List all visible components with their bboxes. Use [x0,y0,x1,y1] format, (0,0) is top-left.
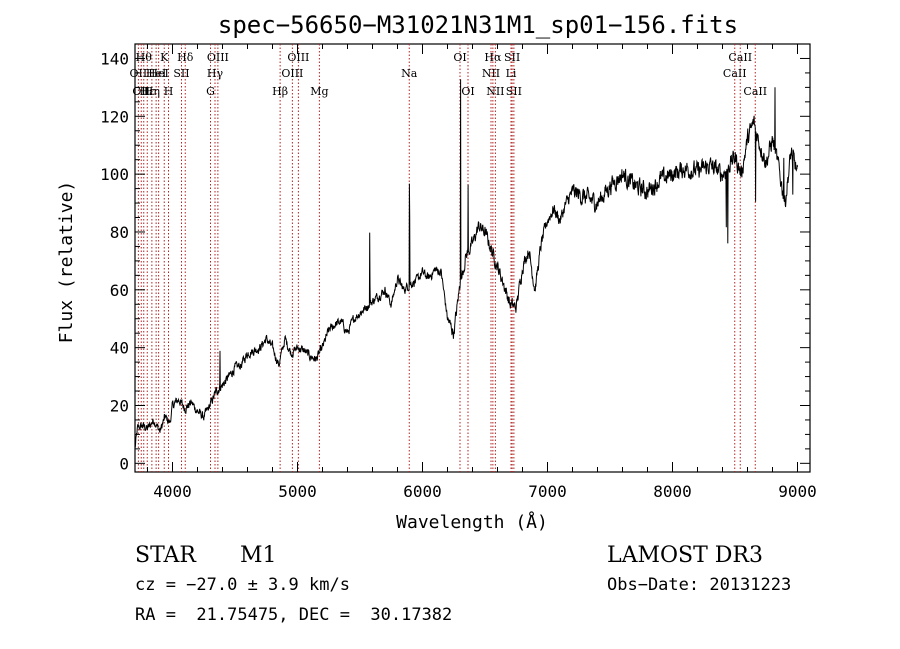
line-marker-label: G [206,85,215,98]
line-marker-label: OI [453,51,466,64]
line-marker-label: HeI [148,67,168,80]
line-marker-label: Na [401,67,418,80]
line-marker-label: Hθ [136,51,153,64]
line-marker-label: NII [486,85,504,98]
line-marker-label: NII [482,67,500,80]
y-tick-label: 40 [110,339,129,358]
y-tick-label: 80 [110,223,129,242]
line-marker-label: OII [130,67,148,80]
line-marker-label: Hγ [207,67,224,80]
line-marker-label: Hδ [177,51,194,64]
line-marker-label: Hε [140,85,156,98]
line-marker-label: SII [504,51,520,64]
line-marker-label: Hη [144,85,160,98]
survey-name: LAMOST DR3 [607,543,763,568]
line-marker-label: Hα [484,51,502,64]
line-marker-label: CaII [743,85,767,98]
object-subclass: M1 [240,543,277,568]
line-marker-label: CaII [723,67,747,80]
line-markers [137,44,756,472]
x-tick-labels: 4000 5000 6000 7000 8000 9000 [153,482,817,501]
axis-ticks [135,44,810,472]
line-marker-label: OIII [281,67,303,80]
x-tick-label: 5000 [278,482,317,501]
y-tick-label: 20 [110,396,129,415]
y-tick-label: 140 [100,49,129,68]
y-tick-label: 120 [100,107,129,126]
redshift-cz: cz = −27.0 ± 3.9 km/s [135,575,350,595]
line-marker-label: Li [506,67,517,80]
object-class: STAR [135,543,197,568]
spectrum-layer [134,79,798,448]
y-tick-label: 100 [100,165,129,184]
line-marker-label: OII [132,85,150,98]
spectrum-line [134,79,798,448]
line-marker-label: OIII [207,51,229,64]
line-marker-label: SII [173,67,189,80]
observation-date: Obs−Date: 20131223 [607,575,791,595]
y-tick-label: 0 [119,454,129,473]
x-tick-label: 6000 [403,482,442,501]
y-tick-labels: 0 20 40 60 80 100 120 140 [100,49,129,473]
line-marker-label: H [164,85,174,98]
x-tick-label: 4000 [153,482,192,501]
y-tick-label: 60 [110,281,129,300]
x-tick-label: 8000 [653,482,692,501]
line-marker-label: Hβ [272,85,288,98]
ra-dec: RA = 21.75475, DEC = 30.17382 [135,605,452,625]
line-marker-label: K [160,51,169,64]
line-marker-label: OI [461,85,474,98]
chart-title: spec−56650−M31021N31M1_sp01−156.fits [218,11,738,39]
line-marker-label: SII [506,85,522,98]
line-marker-label: HeI [146,67,166,80]
line-marker-label: OIII [287,51,309,64]
line-marker-label: CaII [728,51,752,64]
x-tick-label: 7000 [528,482,567,501]
y-axis-label: Flux (relative) [56,181,77,344]
line-marker-labels: OIIOIIHθHεHηHeIHeIKHSIIHδGHγOIIIHβOIIIOI… [130,51,768,98]
x-axis-label: Wavelength (Å) [396,511,548,533]
line-marker-label: Mg [310,85,328,98]
x-tick-label: 9000 [778,482,817,501]
plot-frame [134,43,811,473]
